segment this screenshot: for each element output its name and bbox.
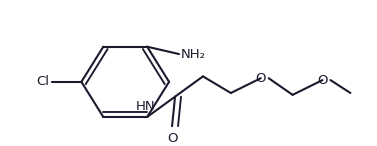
Text: O: O (256, 72, 266, 85)
Text: NH₂: NH₂ (181, 48, 206, 61)
Text: O: O (317, 74, 328, 87)
Text: Cl: Cl (37, 75, 49, 88)
Text: HN: HN (135, 100, 155, 113)
Text: O: O (167, 132, 177, 145)
